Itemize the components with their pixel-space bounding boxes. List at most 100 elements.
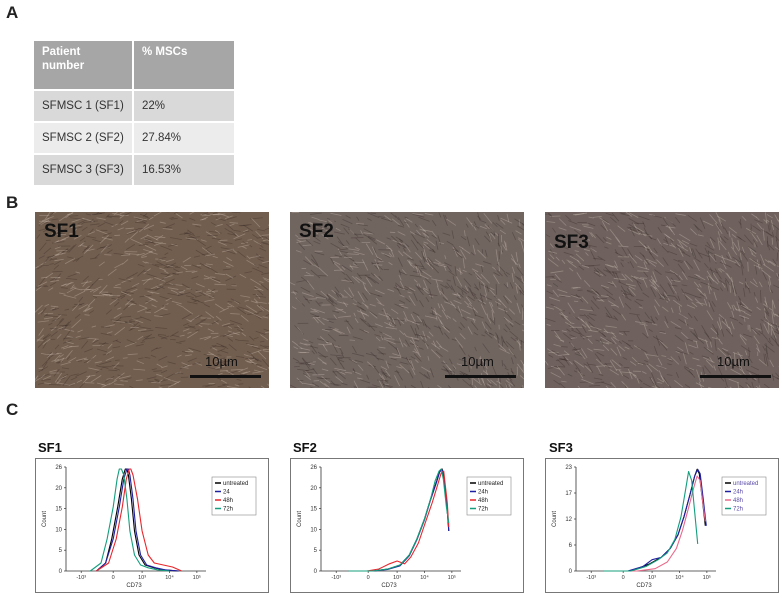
x-tick-label: -10³ [76, 575, 86, 581]
flow-title-sf1: SF1 [38, 440, 62, 455]
x-tick-label: 0 [112, 575, 115, 581]
x-axis-label: CD73 [381, 583, 397, 589]
micrograph-sf2: SF2 10µm [290, 212, 524, 388]
panel-label-c: C [6, 400, 19, 419]
table-cell-msc: 16.53% [133, 154, 234, 186]
x-axis-label: CD73 [126, 583, 142, 589]
table-cell-patient: SFMSC 1 (SF1) [34, 90, 134, 122]
micrograph-sf3: SF3 10µm [545, 212, 779, 388]
y-tick-label: 0 [569, 569, 573, 575]
y-tick-label: 6 [569, 543, 573, 549]
micrograph-texture [290, 212, 524, 388]
x-tick-label: 10³ [138, 575, 146, 581]
table-header-row: Patient number % MSCs [34, 41, 234, 90]
legend-label: untreated [733, 481, 758, 487]
y-axis-label: Count [42, 511, 48, 527]
y-tick-label: 15 [310, 507, 317, 513]
micrograph-cells [545, 212, 779, 388]
series-line-24h [603, 468, 707, 572]
legend: untreated 24h 48h 72h [466, 476, 512, 516]
x-tick-label: 10⁴ [165, 574, 174, 581]
micrograph-background [35, 212, 269, 388]
y-tick-label: 0 [314, 569, 318, 575]
y-tick-label: 17 [565, 491, 572, 497]
panel-label-b: B [6, 193, 19, 212]
y-axis-label: Count [297, 511, 303, 527]
legend-label: untreated [223, 481, 248, 487]
micrograph-background [545, 212, 779, 388]
legend-label: 72h [223, 507, 233, 513]
legend-label: 48h [478, 498, 488, 504]
legend-label: 72h [733, 507, 743, 513]
series-line-untreated [603, 468, 706, 572]
x-tick-label: 10⁵ [703, 574, 711, 581]
series-line-72h [89, 468, 170, 572]
table-row: SFMSC 3 (SF3) 16.53% [34, 154, 234, 186]
x-tick-label: 0 [622, 575, 625, 581]
x-tick-label: 10⁴ [420, 574, 429, 581]
y-tick-label: 20 [55, 486, 62, 492]
scale-bar [700, 375, 771, 378]
msc-table: Patient number % MSCs SFMSC 1 (SF1) 22% … [34, 41, 234, 187]
x-tick-label: -10³ [586, 575, 596, 581]
scale-bar-label: 10µm [205, 354, 238, 369]
scale-bar [190, 375, 261, 378]
micrograph-label: SF1 [44, 221, 79, 242]
y-tick-label: 26 [310, 465, 317, 471]
scale-bar [445, 375, 516, 378]
flow-chart: 0 5 10 15 20 26 -10³ 0 10³ 10⁴ 10⁵ CD73 Count untreat… [42, 465, 257, 589]
series-line-48h [603, 475, 706, 572]
series-line-untreated [96, 468, 179, 572]
flow-chart: 0 6 12 17 23 -10³ 0 10³ 10⁴ 10⁵ CD73 Count untreated… [552, 465, 767, 589]
x-tick-label: -10³ [331, 575, 341, 581]
micrograph-sf1: SF1 10µm [35, 212, 269, 388]
y-tick-label: 20 [310, 486, 317, 492]
series-line-72h [348, 468, 450, 572]
y-tick-label: 5 [59, 548, 63, 554]
legend-label: untreated [478, 481, 503, 487]
y-tick-label: 10 [55, 527, 62, 533]
table-cell-patient: SFMSC 3 (SF3) [34, 154, 134, 186]
table-row: SFMSC 1 (SF1) 22% [34, 90, 234, 122]
micrograph-label: SF3 [554, 232, 589, 253]
table-cell-msc: 27.84% [133, 122, 234, 154]
flow-chart: 0 5 10 15 20 26 -10³ 0 10³ 10⁴ 10⁵ CD73 Count untreat… [297, 465, 512, 589]
panel-label-a: A [6, 3, 19, 22]
y-tick-label: 23 [565, 465, 572, 471]
y-tick-label: 12 [565, 517, 572, 523]
series-line-48h [96, 468, 182, 572]
legend-label: 48h [223, 498, 233, 504]
micrograph-texture [35, 212, 269, 388]
flow-plot-sf2: 0 5 10 15 20 26 -10³ 0 10³ 10⁴ 10⁵ CD73 Count untreat… [290, 458, 524, 593]
legend: untreated 24h 48h 72h [721, 476, 767, 516]
y-tick-label: 10 [310, 527, 317, 533]
scale-bar-label: 10µm [717, 354, 750, 369]
x-tick-label: 10⁵ [193, 574, 201, 581]
x-tick-label: 10⁴ [675, 574, 684, 581]
flow-plot-sf1: 0 5 10 15 20 26 -10³ 0 10³ 10⁴ 10⁵ CD73 Count untreat… [35, 458, 269, 593]
legend-label: 48h [733, 498, 743, 504]
legend-label: 24h [478, 490, 488, 496]
series-line-24 [96, 468, 179, 572]
table-header-msc: % MSCs [133, 41, 234, 90]
flow-plot-sf3: 0 6 12 17 23 -10³ 0 10³ 10⁴ 10⁵ CD73 Count untreated… [545, 458, 779, 593]
y-axis-label: Count [552, 511, 558, 527]
legend-label: 24 [223, 490, 230, 496]
legend: untreated 24 48h 72h [211, 476, 257, 516]
flow-title-sf2: SF2 [293, 440, 317, 455]
y-tick-label: 15 [55, 507, 62, 513]
table-row: SFMSC 2 (SF2) 27.84% [34, 122, 234, 154]
series-line-72h [603, 470, 699, 572]
y-tick-label: 0 [59, 569, 63, 575]
x-axis-label: CD73 [636, 583, 652, 589]
table-cell-patient: SFMSC 2 (SF2) [34, 122, 134, 154]
legend-label: 72h [478, 507, 488, 513]
micrograph-background [290, 212, 524, 388]
x-tick-label: 10³ [393, 575, 401, 581]
x-tick-label: 10⁵ [448, 574, 456, 581]
flow-title-sf3: SF3 [549, 440, 573, 455]
scale-bar-label: 10µm [461, 354, 494, 369]
table-cell-msc: 22% [133, 90, 234, 122]
table-header-patient: Patient number [34, 41, 134, 90]
legend-label: 24h [733, 490, 743, 496]
